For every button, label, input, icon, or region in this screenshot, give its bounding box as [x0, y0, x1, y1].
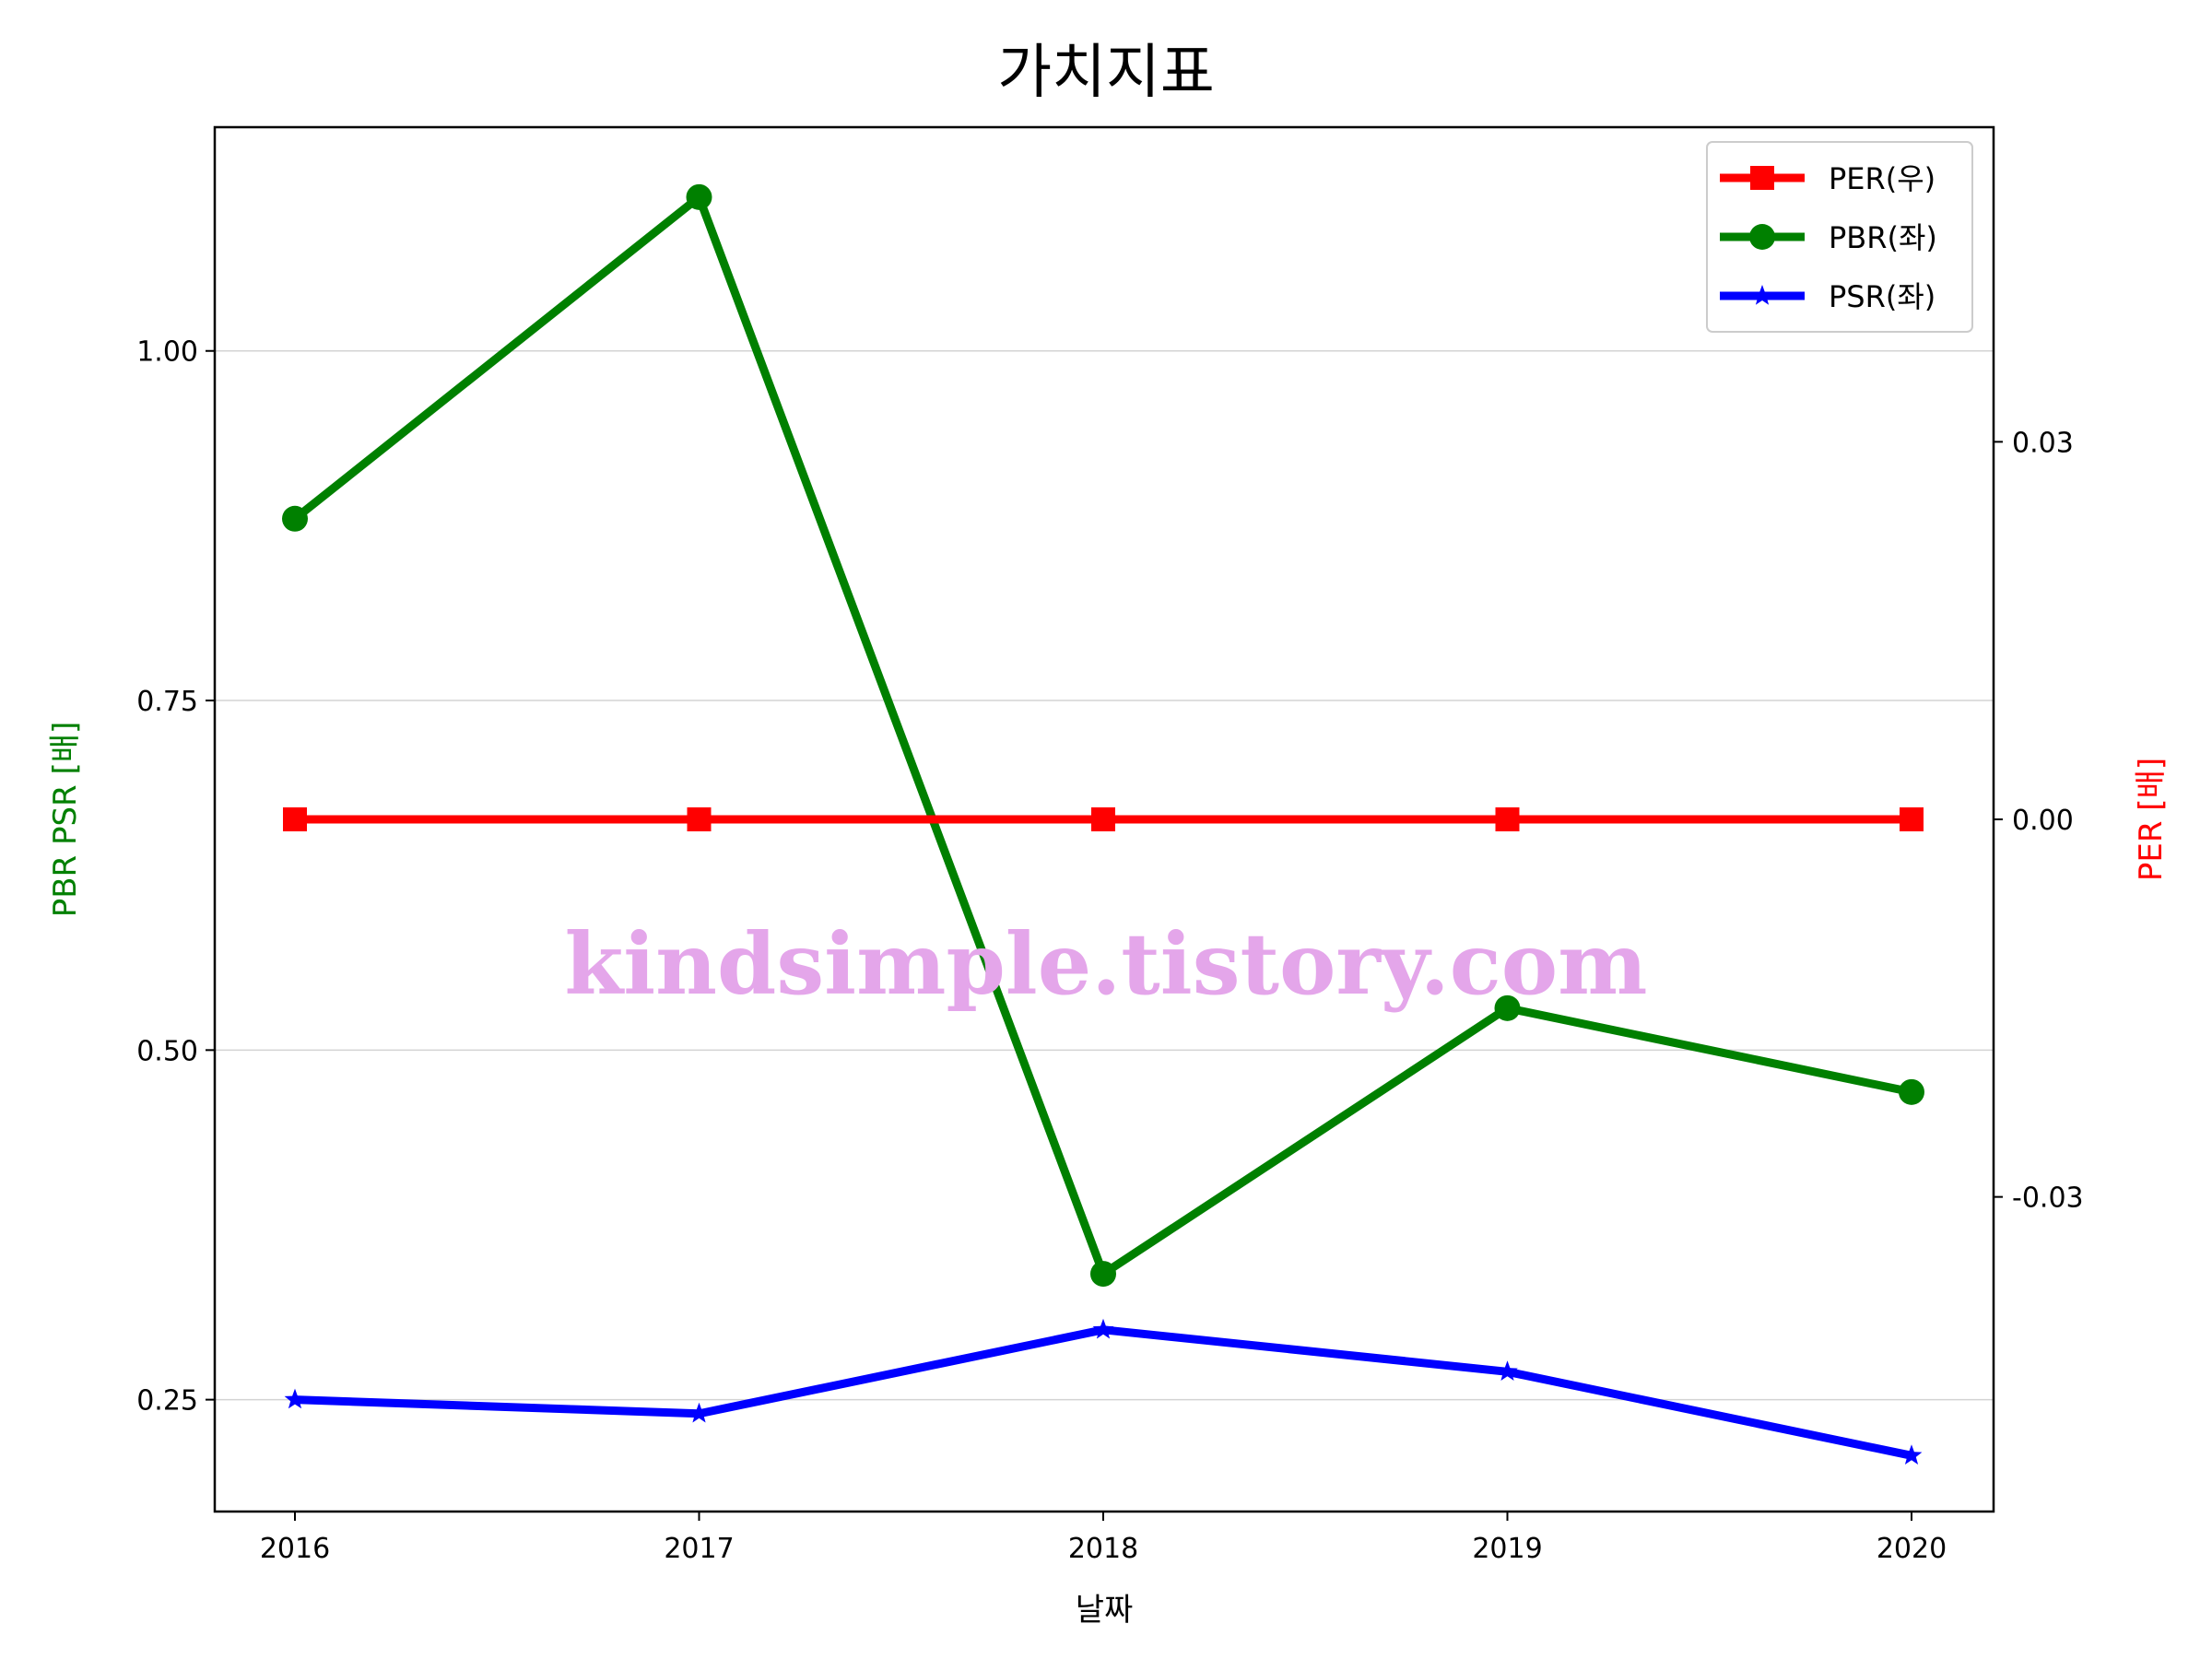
- x-tick-label: 2016: [260, 1533, 330, 1565]
- right-y-axis-label: PER [배]: [2133, 758, 2170, 881]
- legend-swatch-marker: [1751, 285, 1773, 305]
- x-tick-label: 2018: [1068, 1533, 1138, 1565]
- left-y-axis-label: PBR PSR [배]: [47, 722, 84, 918]
- legend-label: PBR(좌): [1829, 220, 1937, 255]
- data-point: [283, 807, 307, 831]
- series-star: [284, 1318, 1923, 1465]
- data-point: [284, 1388, 306, 1409]
- chart-title: 가치지표: [997, 39, 1215, 107]
- left-y-tick-label: 1.00: [136, 336, 198, 369]
- legend-swatch-marker: [1749, 224, 1775, 250]
- data-point: [1900, 807, 1924, 831]
- series-circle: [282, 183, 1924, 1288]
- right-y-tick-label: 0.00: [2012, 805, 2074, 837]
- right-y-tick-label: -0.03: [2012, 1182, 2084, 1215]
- data-point: [686, 183, 712, 210]
- data-point: [1899, 1078, 1924, 1105]
- data-point: [688, 1402, 710, 1423]
- axes: 0.25 0.50 0.75 1.00 -0.03 0.00 0.03 2016 2017 201…: [136, 336, 2083, 1565]
- data-point: [687, 807, 712, 831]
- data-point: [1900, 1444, 1923, 1465]
- data-point: [1090, 1261, 1116, 1288]
- left-y-tick-label: 0.75: [136, 686, 198, 718]
- data-point: [282, 505, 308, 532]
- watermark: kindsimple.tistory.com: [564, 914, 1647, 1014]
- data-point: [1495, 807, 1520, 831]
- data-point: [1092, 1318, 1114, 1339]
- left-y-tick-label: 0.50: [136, 1035, 198, 1067]
- x-tick-label: 2020: [1877, 1533, 1947, 1565]
- data-point: [1497, 1360, 1518, 1381]
- legend: PER(우) PBR(좌) PSR(좌): [1706, 141, 1973, 333]
- legend-label: PSR(좌): [1829, 279, 1936, 314]
- right-y-tick-label: 0.03: [2012, 427, 2074, 459]
- legend-label: PER(우): [1829, 161, 1936, 196]
- series-square: [283, 807, 1924, 831]
- x-tick-label: 2019: [1472, 1533, 1542, 1565]
- x-axis-label: 날짜: [1076, 1592, 1134, 1629]
- legend-swatch-marker: [1750, 166, 1774, 190]
- data-point: [1494, 994, 1521, 1021]
- series-layer: [282, 183, 1924, 1465]
- left-y-tick-label: 0.25: [136, 1385, 198, 1418]
- x-tick-label: 2017: [664, 1533, 734, 1565]
- data-point: [1091, 807, 1115, 831]
